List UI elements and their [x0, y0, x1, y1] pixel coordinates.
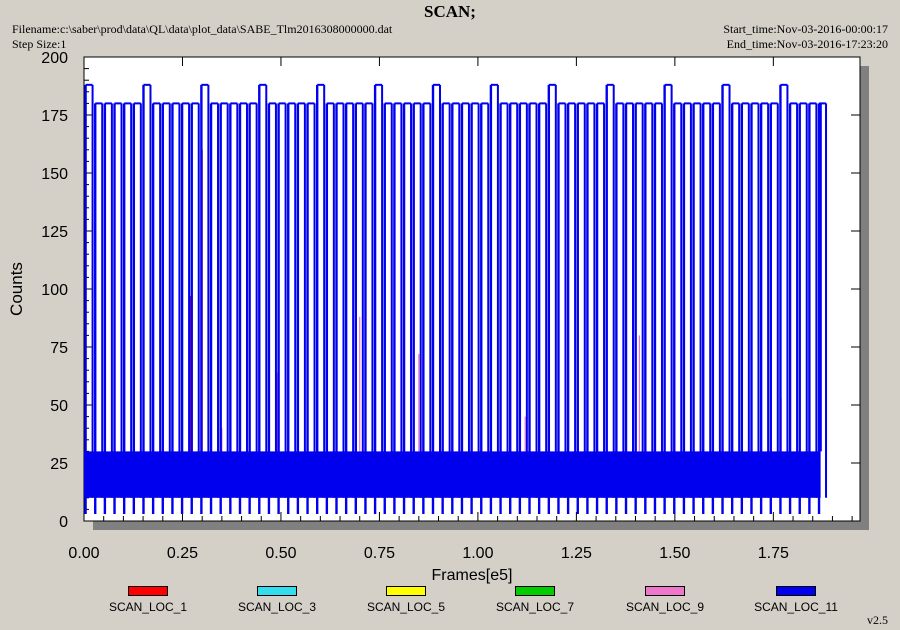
y-tick-label: 175: [41, 108, 68, 125]
x-tick-label: 1.00: [462, 545, 493, 562]
time-info: Start_time:Nov-03-2016-00:00:17 End_time…: [723, 22, 888, 52]
y-tick-label: 100: [41, 282, 68, 299]
y-tick-label: 75: [50, 340, 68, 357]
y-tick-label: 25: [50, 456, 68, 473]
chart-title: SCAN;: [424, 2, 476, 21]
step-size-label: Step Size:1: [12, 37, 67, 51]
y-tick-label: 200: [41, 50, 68, 67]
x-tick-label: 0.75: [364, 545, 395, 562]
x-tick-label: 0.00: [68, 545, 99, 562]
series-scan-loc-11: [84, 83, 828, 515]
start-time-label: Start_time:Nov-03-2016-00:00:17: [723, 22, 888, 36]
version-label: v2.5: [867, 613, 888, 627]
x-tick-label: 0.25: [167, 545, 198, 562]
file-info: Filename:c:\saber\prod\data\QL\data\plot…: [12, 22, 392, 52]
filename-label: Filename:c:\saber\prod\data\QL\data\plot…: [12, 22, 393, 36]
x-tick-label: 1.50: [659, 545, 690, 562]
y-tick-label: 150: [41, 166, 68, 183]
y-tick-label: 50: [50, 398, 68, 415]
y-tick-label: 0: [59, 514, 68, 531]
end-time-label: End_time:Nov-03-2016-17:23:20: [726, 37, 888, 51]
x-tick-label: 1.25: [561, 545, 592, 562]
y-axis-label: Counts: [7, 262, 26, 316]
x-tick-label: 1.75: [758, 545, 789, 562]
x-axis-label: Frames[e5]: [432, 567, 513, 584]
x-tick-label: 0.50: [265, 545, 296, 562]
y-tick-label: 125: [41, 224, 68, 241]
